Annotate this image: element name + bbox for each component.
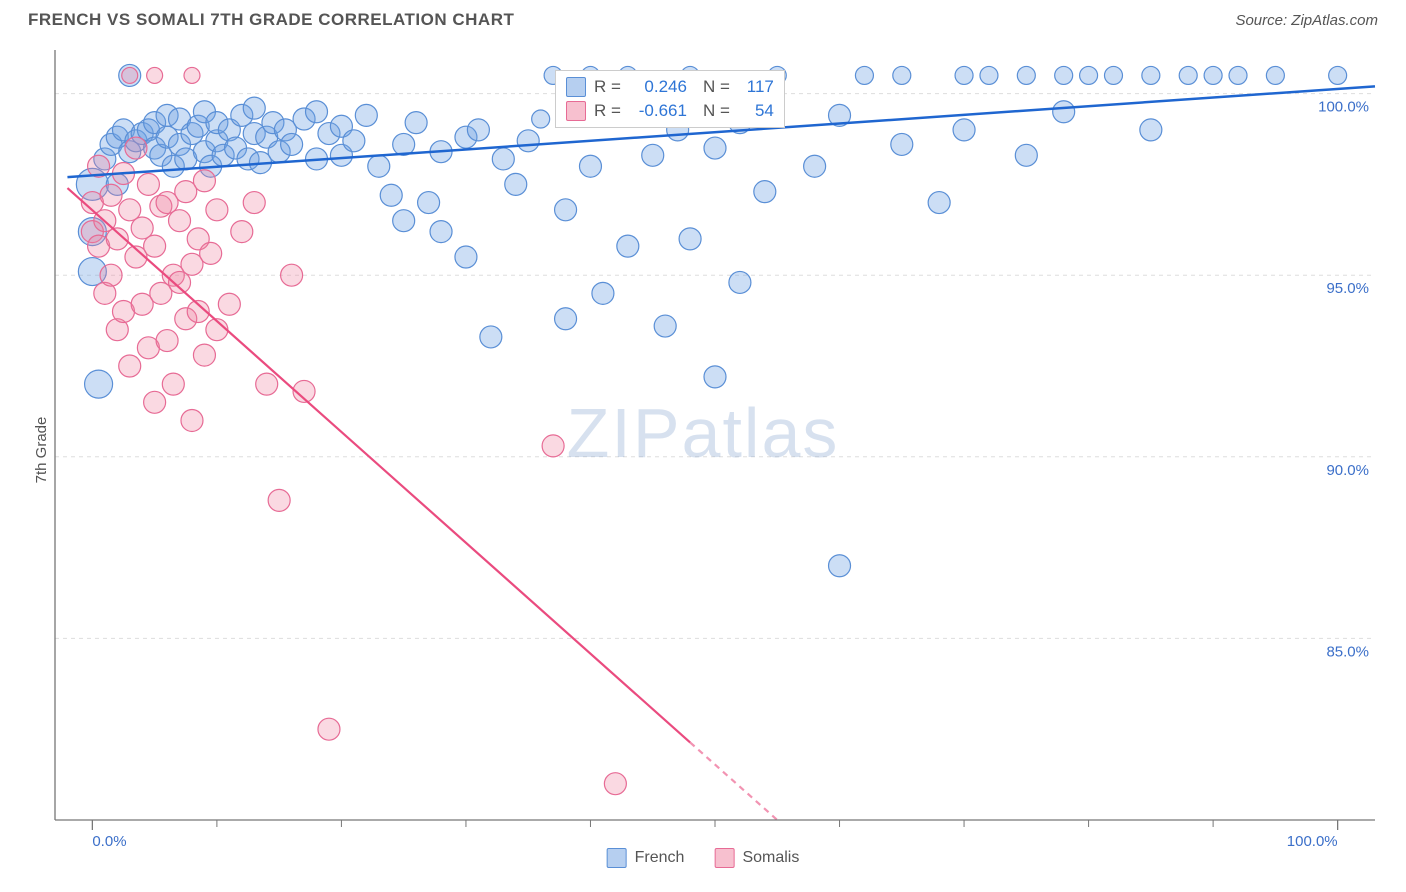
chart-title: FRENCH VS SOMALI 7TH GRADE CORRELATION C… [28, 10, 514, 30]
svg-text:95.0%: 95.0% [1326, 280, 1369, 297]
svg-text:85.0%: 85.0% [1326, 643, 1369, 660]
svg-text:0.0%: 0.0% [92, 833, 126, 850]
source-attribution: Source: ZipAtlas.com [1235, 12, 1378, 29]
svg-text:90.0%: 90.0% [1326, 462, 1369, 479]
y-axis-label: 7th Grade [33, 417, 50, 484]
series-swatch [714, 848, 734, 868]
legend-item: Somalis [714, 848, 799, 868]
legend-item: French [607, 848, 685, 868]
svg-text:100.0%: 100.0% [1318, 99, 1369, 116]
stats-row: R =-0.661N =54 [566, 99, 774, 123]
stats-row: R =0.246N =117 [566, 75, 774, 99]
scatter-chart: 85.0% 90.0% 95.0% 100.0% 0.0% 100.0% [0, 30, 1406, 850]
series-legend: French Somalis [607, 848, 800, 868]
series-swatch [607, 848, 627, 868]
stats-legend-box: R =0.246N =117R =-0.661N =54 [555, 70, 785, 128]
series-swatch [566, 101, 586, 121]
svg-text:100.0%: 100.0% [1287, 833, 1338, 850]
series-swatch [566, 77, 586, 97]
